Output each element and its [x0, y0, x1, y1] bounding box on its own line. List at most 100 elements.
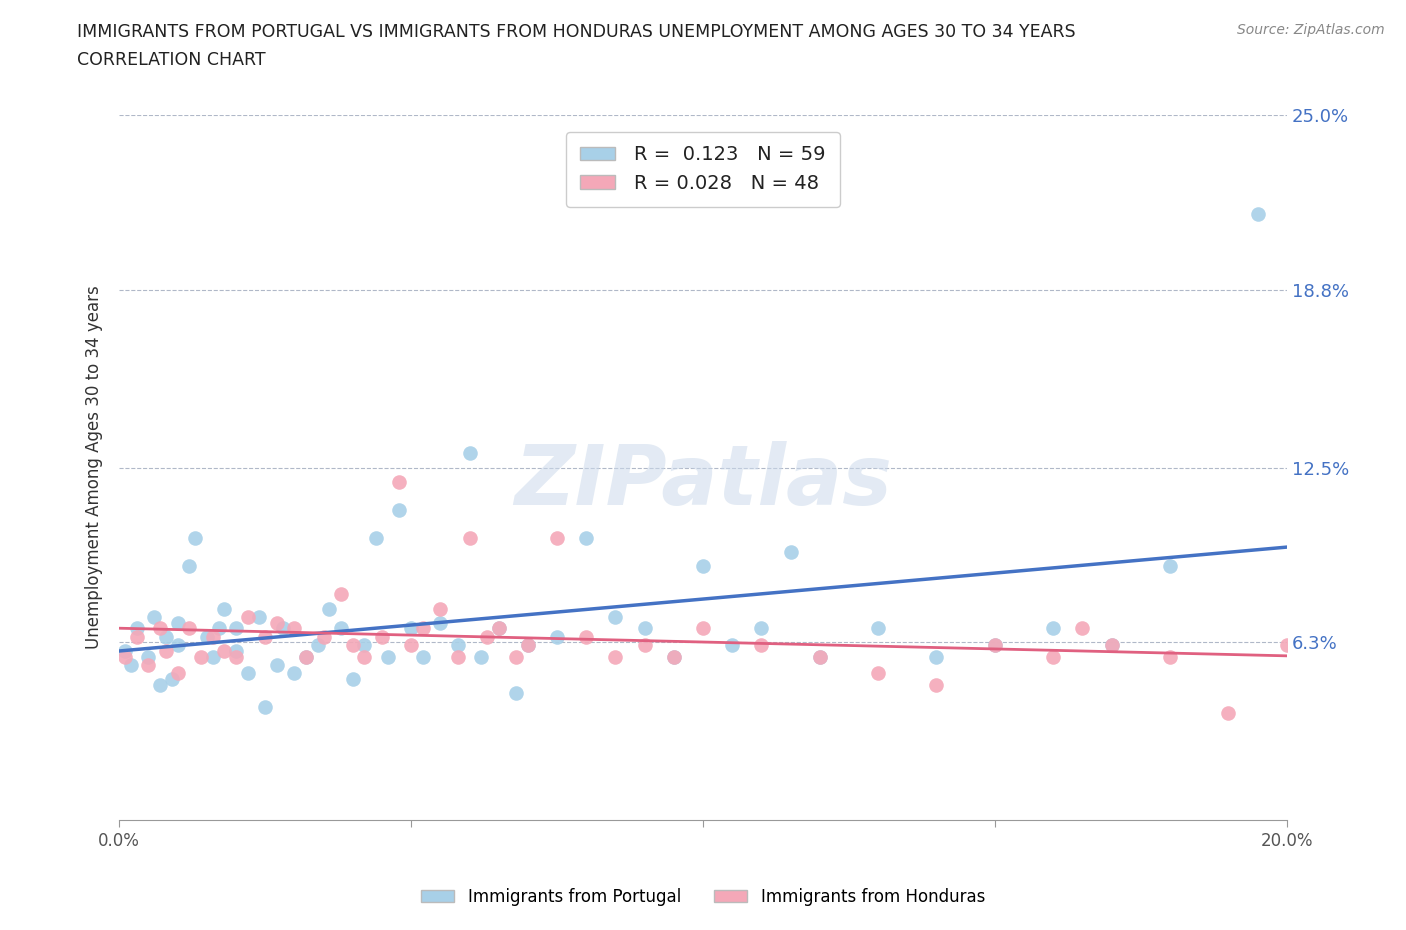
Point: [271, 621, 294, 636]
Point: [662, 649, 685, 664]
Point: [388, 474, 411, 489]
Point: [342, 671, 364, 686]
Point: [166, 666, 188, 681]
Point: [143, 609, 166, 624]
Point: [808, 649, 831, 664]
Point: [225, 649, 247, 664]
Point: [166, 638, 188, 653]
Point: [330, 587, 353, 602]
Point: [488, 621, 510, 636]
Point: [179, 559, 201, 574]
Point: [475, 630, 498, 644]
Point: [283, 666, 305, 681]
Text: ZIPatlas: ZIPatlas: [515, 441, 891, 522]
Point: [138, 649, 160, 664]
Point: [412, 649, 434, 664]
Point: [692, 559, 714, 574]
Point: [138, 658, 160, 672]
Point: [225, 644, 247, 658]
Point: [984, 638, 1007, 653]
Point: [605, 649, 627, 664]
Point: [868, 666, 890, 681]
Point: [1101, 638, 1123, 653]
Point: [160, 671, 183, 686]
Point: [662, 649, 685, 664]
Point: [201, 630, 224, 644]
Text: Source: ZipAtlas.com: Source: ZipAtlas.com: [1237, 23, 1385, 37]
Point: [214, 601, 236, 616]
Point: [575, 630, 598, 644]
Point: [925, 677, 948, 692]
Point: [295, 649, 318, 664]
Point: [1159, 559, 1181, 574]
Point: [1159, 649, 1181, 664]
Point: [254, 630, 277, 644]
Point: [254, 700, 277, 715]
Point: [236, 666, 259, 681]
Point: [353, 638, 375, 653]
Point: [779, 545, 801, 560]
Point: [214, 644, 236, 658]
Text: CORRELATION CHART: CORRELATION CHART: [77, 51, 266, 69]
Point: [458, 446, 481, 461]
Point: [247, 609, 270, 624]
Point: [868, 621, 890, 636]
Point: [1071, 621, 1094, 636]
Point: [1042, 649, 1064, 664]
Point: [318, 601, 340, 616]
Point: [377, 649, 399, 664]
Point: [366, 531, 388, 546]
Point: [505, 649, 527, 664]
Point: [236, 609, 259, 624]
Point: [295, 649, 318, 664]
Point: [458, 531, 481, 546]
Point: [633, 621, 655, 636]
Point: [546, 630, 568, 644]
Point: [225, 621, 247, 636]
Point: [429, 601, 451, 616]
Point: [125, 630, 148, 644]
Point: [330, 621, 353, 636]
Point: [633, 638, 655, 653]
Point: [114, 644, 136, 658]
Point: [412, 621, 434, 636]
Point: [195, 630, 218, 644]
Point: [429, 616, 451, 631]
Y-axis label: Unemployment Among Ages 30 to 34 years: Unemployment Among Ages 30 to 34 years: [86, 286, 103, 649]
Point: [179, 621, 201, 636]
Point: [190, 649, 212, 664]
Point: [155, 644, 177, 658]
Point: [125, 621, 148, 636]
Point: [575, 531, 598, 546]
Point: [312, 630, 335, 644]
Point: [751, 621, 773, 636]
Point: [353, 649, 375, 664]
Point: [207, 621, 229, 636]
Point: [342, 638, 364, 653]
Point: [516, 638, 538, 653]
Point: [808, 649, 831, 664]
Point: [114, 649, 136, 664]
Point: [1101, 638, 1123, 653]
Point: [266, 658, 288, 672]
Point: [984, 638, 1007, 653]
Point: [1246, 206, 1268, 221]
Point: [388, 502, 411, 517]
Point: [371, 630, 394, 644]
Point: [488, 621, 510, 636]
Point: [692, 621, 714, 636]
Point: [166, 616, 188, 631]
Point: [721, 638, 744, 653]
Point: [505, 685, 527, 700]
Point: [120, 658, 142, 672]
Point: [201, 649, 224, 664]
Point: [516, 638, 538, 653]
Point: [470, 649, 492, 664]
Point: [605, 609, 627, 624]
Point: [447, 638, 470, 653]
Point: [149, 677, 172, 692]
Point: [546, 531, 568, 546]
Point: [399, 621, 422, 636]
Point: [266, 616, 288, 631]
Point: [447, 649, 470, 664]
